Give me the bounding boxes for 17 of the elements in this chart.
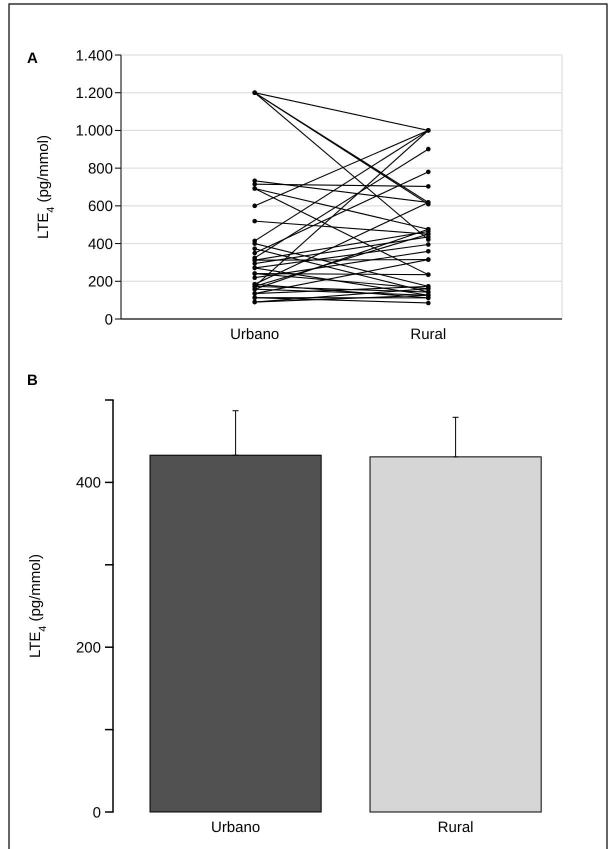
chart-title: B [27,372,38,389]
chart-title: A [27,50,38,67]
y-tick-label: 1.000 [75,122,113,140]
y-tick-label: 200 [88,274,113,291]
x-tick-label: Urbano [230,326,280,343]
y-tick-label: 400 [88,236,113,253]
y-tick-label: 800 [88,160,113,178]
y-tick-label: 200 [76,639,101,656]
y-tick-label: 1.200 [75,84,113,102]
y-tick-label: 0 [92,804,101,822]
x-tick-label: Urbano [211,819,260,836]
y-tick-label: 0 [104,311,113,328]
y-tick-label: 1.400 [75,47,113,64]
y-tick-label: 600 [88,198,113,216]
x-tick-label: Rural [438,819,474,836]
x-tick-label: Rural [410,326,446,343]
y-tick-label: 400 [76,474,101,492]
